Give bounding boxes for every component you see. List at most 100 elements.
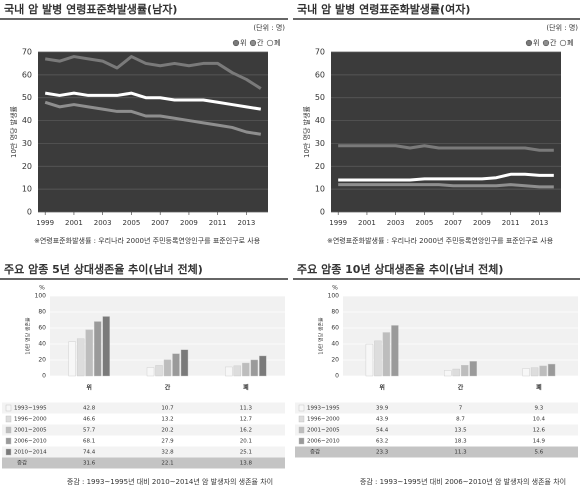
x-tick-label: 폐	[243, 384, 249, 392]
row-label: 2001~2005	[307, 428, 340, 434]
y-tick-label: 20	[38, 357, 46, 364]
bar	[374, 340, 382, 377]
x-tick-label: 1999	[329, 219, 347, 227]
bar	[233, 365, 242, 377]
change-row	[295, 446, 578, 458]
row-swatch	[298, 437, 305, 445]
table-row	[295, 402, 578, 414]
x-tick-label: 2013	[531, 219, 549, 227]
bar	[172, 353, 180, 377]
y-tick-label: 40	[38, 341, 46, 348]
row-label: 1993~1995	[14, 406, 47, 412]
footnote: ※연령표준화발생률 : 우리나라 2000년 주민등록연앙인구를 표준인구로 사…	[327, 236, 554, 245]
table-row	[295, 413, 578, 425]
table-value: 57.7	[83, 428, 96, 434]
y-tick-label: 80	[38, 309, 46, 316]
table-value: 20.2	[161, 428, 173, 434]
data-line	[44, 100, 262, 136]
table-value: 25.1	[240, 450, 252, 456]
bar	[259, 355, 267, 377]
bar	[539, 365, 547, 377]
bar	[452, 368, 460, 377]
change-value: 5.6	[534, 450, 543, 456]
table-value: 43.9	[376, 417, 389, 423]
data-line	[44, 55, 262, 90]
row-label: 2001~2005	[14, 428, 47, 434]
y-tick-label: 0	[27, 208, 32, 217]
x-tick-label: 위	[379, 384, 385, 392]
table-value: 74.4	[83, 450, 96, 456]
x-tick-label: 2007	[444, 219, 462, 227]
change-value: 13.8	[240, 461, 253, 467]
x-tick-label: 2007	[151, 219, 169, 227]
row-swatch	[5, 448, 12, 456]
row-label: 2006~2010	[14, 439, 47, 445]
table-row	[2, 413, 285, 425]
bar	[382, 332, 391, 377]
y-tick-label: 100	[328, 293, 340, 300]
x-tick-label: 1999	[36, 219, 54, 227]
row-label: 2010~2014	[14, 450, 47, 456]
y-tick-label: 30	[22, 139, 32, 148]
x-tick-label: 2009	[180, 219, 198, 227]
table-value: 9.3	[534, 406, 543, 412]
bar	[102, 316, 110, 377]
bar	[522, 368, 530, 377]
table-value: 12.7	[240, 417, 253, 423]
y-axis-label: 10만 명당 생존율	[25, 317, 32, 355]
table-value: 68.1	[83, 439, 95, 445]
bar	[163, 359, 172, 377]
change-value: 31.6	[83, 461, 96, 467]
legend-label: 간	[550, 38, 557, 47]
legend-label: 폐	[567, 38, 573, 47]
table-value: 8.7	[456, 417, 465, 423]
y-tick-label: 0	[320, 208, 325, 217]
table-value: 10.7	[161, 406, 174, 412]
change-label: 증감	[310, 449, 320, 456]
legend-label: 간	[257, 38, 264, 47]
y-tick-label: 10	[315, 185, 325, 194]
y-unit: %	[332, 285, 338, 292]
data-line	[338, 144, 554, 152]
change-row	[2, 457, 285, 469]
y-tick-label: 40	[315, 116, 325, 125]
y-axis-label: 10만 명당 발생률	[302, 105, 311, 158]
y-tick-label: 100	[35, 293, 47, 300]
legend-marker	[249, 39, 257, 47]
y-tick-label: 80	[331, 309, 339, 316]
change-label: 증감	[17, 460, 27, 467]
bar	[68, 341, 76, 377]
change-value: 22.1	[161, 461, 173, 467]
bar	[180, 349, 189, 377]
y-tick-label: 70	[315, 48, 325, 57]
data-line	[44, 91, 262, 111]
legend-marker	[559, 39, 567, 47]
table-value: 27.9	[161, 439, 174, 445]
bar	[547, 363, 556, 377]
x-tick-label: 2003	[387, 219, 405, 227]
x-tick-label: 간	[458, 384, 464, 392]
x-tick-label: 2003	[94, 219, 112, 227]
table-row	[295, 435, 578, 447]
y-tick-label: 60	[22, 70, 32, 79]
row-swatch	[298, 415, 305, 423]
table-value: 18.3	[454, 439, 467, 445]
table-value: 46.6	[83, 417, 96, 423]
bar	[365, 343, 374, 377]
y-tick-label: 40	[331, 341, 339, 348]
bar	[391, 325, 399, 377]
y-tick-label: 60	[38, 325, 46, 332]
table-value: 39.9	[376, 406, 389, 412]
table-row	[2, 424, 285, 436]
bar	[469, 361, 477, 377]
footnote: ※연령표준화발생률 : 우리나라 2000년 주민등록연앙인구를 표준인구로 사…	[34, 236, 261, 245]
table-value: 20.1	[240, 439, 252, 445]
legend-label: 폐	[274, 38, 280, 47]
bar	[155, 365, 163, 377]
legend-label: 위	[240, 39, 246, 47]
bar	[242, 362, 250, 377]
table-value: 7	[459, 406, 463, 412]
legend-label: 위	[533, 39, 539, 47]
chart-title: 주요 암종 10년 상대생존율 추이(남녀 전체)	[297, 262, 503, 276]
bar	[250, 359, 259, 377]
